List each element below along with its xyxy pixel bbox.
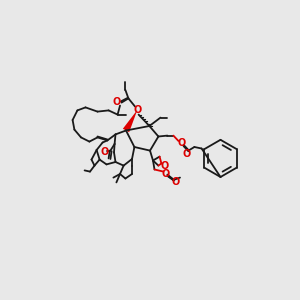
Text: O: O [100, 147, 109, 158]
Text: O: O [160, 160, 169, 171]
Text: O: O [182, 148, 191, 159]
Text: O: O [161, 169, 170, 179]
Text: O: O [133, 105, 142, 116]
Text: O: O [113, 97, 121, 107]
Text: O: O [171, 177, 180, 188]
Polygon shape [123, 110, 137, 132]
Text: O: O [177, 138, 186, 148]
